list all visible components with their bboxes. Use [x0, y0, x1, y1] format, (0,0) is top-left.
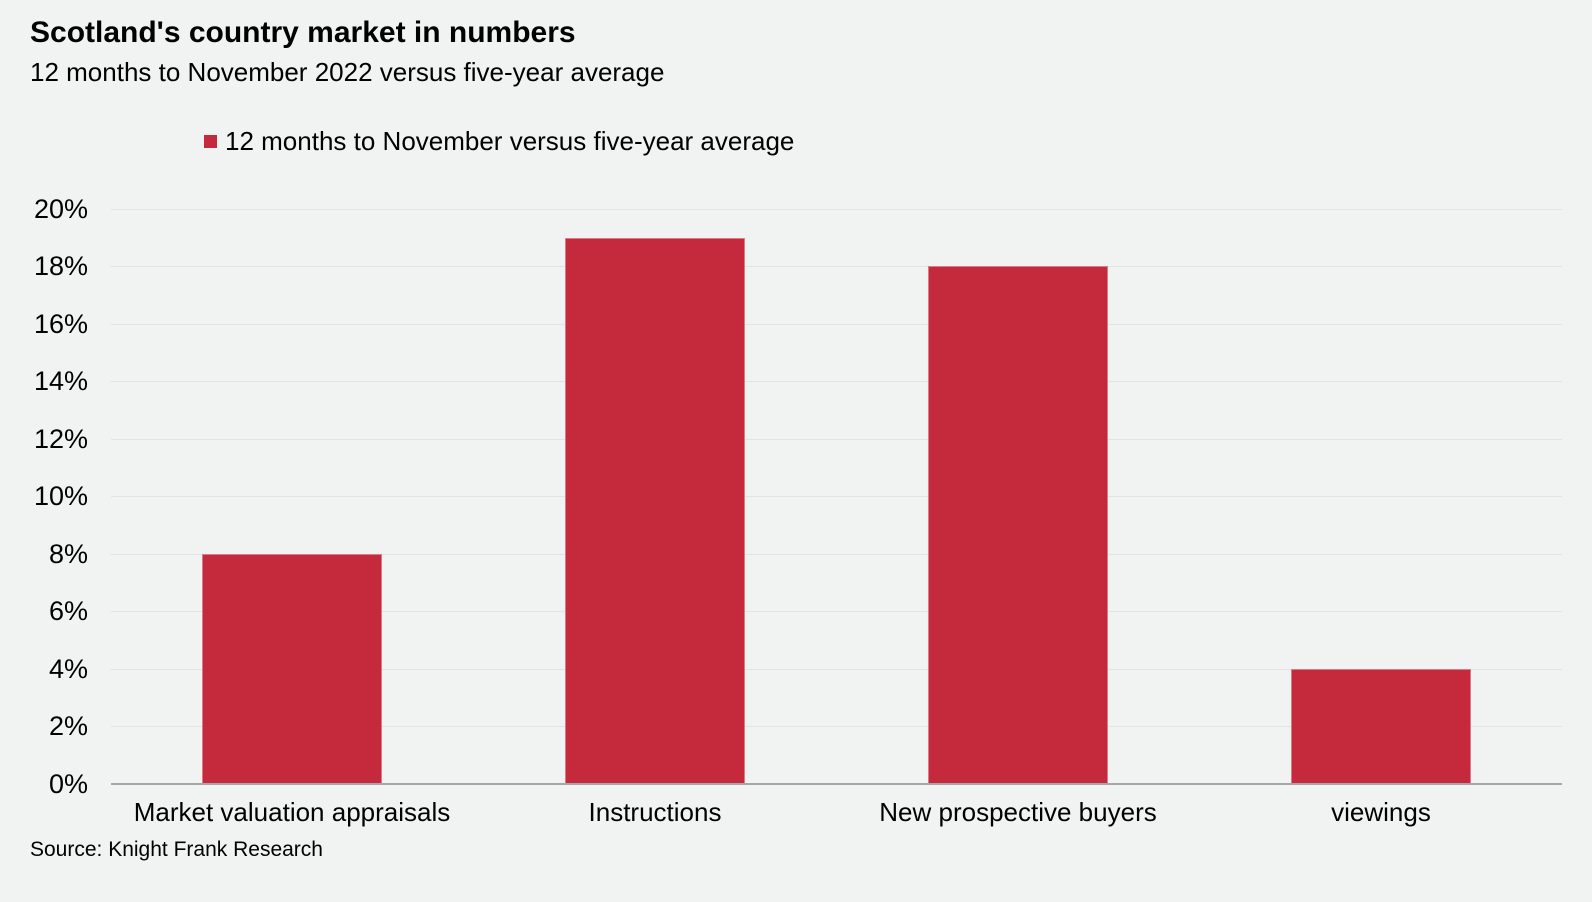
y-tick-label: 2%: [48, 711, 88, 741]
legend-marker-icon: [204, 134, 217, 148]
y-tick-label: 8%: [48, 538, 88, 569]
gridline: [111, 266, 1562, 267]
gridline: [111, 668, 1562, 670]
gridline: [111, 726, 1562, 727]
gridline: [111, 553, 1562, 555]
gridline: [111, 323, 1562, 325]
legend: 12 months to November versus five-year a…: [204, 125, 795, 156]
y-tick-label: 14%: [33, 366, 88, 396]
x-tick-label: New prospective buyers: [879, 797, 1157, 827]
bar: [202, 554, 382, 784]
gridline: [111, 611, 1562, 612]
gridline: [111, 438, 1562, 440]
y-tick-label: 10%: [33, 481, 88, 511]
chart-subtitle: 12 months to November 2022 versus five-y…: [30, 57, 665, 87]
x-axis-baseline: [111, 783, 1562, 785]
plot-area: [111, 208, 1562, 785]
x-tick-label: Instructions: [588, 797, 722, 827]
bar: [1291, 669, 1471, 784]
y-tick-label: 6%: [48, 596, 88, 626]
bar: [565, 238, 745, 784]
y-tick-label: 0%: [48, 768, 88, 799]
x-tick-label: Market valuation appraisals: [133, 797, 451, 827]
bar: [928, 266, 1108, 784]
chart-title: Scotland's country market in numbers: [30, 16, 576, 49]
y-tick-label: 16%: [33, 308, 88, 339]
x-tick-label: viewings: [1331, 797, 1431, 827]
y-tick-label: 4%: [48, 653, 88, 684]
y-axis: 0% 2% 4% 6% 8% 10% 12% 14% 16% 18% 20%: [0, 195, 88, 797]
y-tick-label: 12%: [33, 423, 88, 454]
x-axis: Market valuation appraisals Instructions N…: [0, 797, 1592, 831]
y-tick-label: 20%: [33, 193, 88, 224]
source-note: Source: Knight Frank Research: [30, 838, 323, 861]
gridline: [111, 208, 1562, 210]
y-tick-label: 18%: [33, 251, 88, 281]
legend-label: 12 months to November versus five-year a…: [225, 125, 795, 156]
gridline: [111, 381, 1562, 382]
gridline: [111, 496, 1562, 497]
